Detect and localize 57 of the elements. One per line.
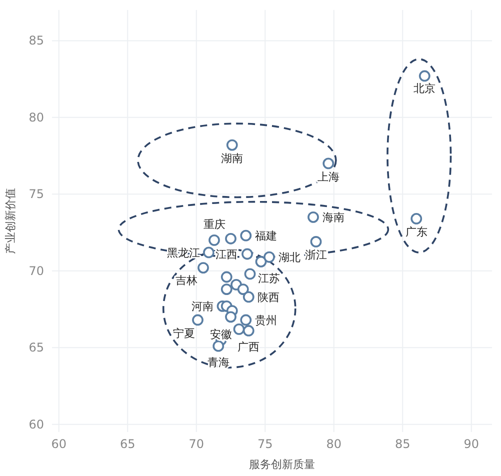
y-tick-label: 70 xyxy=(28,264,44,278)
point xyxy=(322,158,334,170)
point xyxy=(226,139,238,151)
point xyxy=(233,323,245,335)
point xyxy=(240,314,252,326)
annotation: 福建 xyxy=(254,230,277,243)
point xyxy=(244,268,256,280)
point xyxy=(410,213,422,224)
x-tick-label: 60 xyxy=(51,437,67,451)
point xyxy=(242,325,254,336)
x-tick-label: 65 xyxy=(120,437,136,451)
annotation: 江苏 xyxy=(258,272,280,285)
y-tick-label: 85 xyxy=(28,34,44,48)
point xyxy=(237,284,249,295)
point xyxy=(225,232,236,244)
annotation: 江西 xyxy=(215,248,238,261)
x-tick-label: 85 xyxy=(394,437,410,451)
point xyxy=(255,256,267,268)
point xyxy=(203,246,214,258)
x-tick-label: 90 xyxy=(464,437,480,451)
y-tick-label: 75 xyxy=(28,187,44,202)
y-axis-title: 产业创新价值 xyxy=(4,188,17,254)
y-tick-label: 60 xyxy=(28,417,44,432)
annotation: 广东 xyxy=(405,226,428,239)
point xyxy=(264,251,275,263)
annotation: 青海 xyxy=(207,356,230,370)
point xyxy=(242,291,254,303)
point xyxy=(212,340,224,352)
x-axis-title: 服务创新质量 xyxy=(249,458,315,471)
point xyxy=(208,234,220,246)
annotation: 陕西 xyxy=(258,290,280,304)
point xyxy=(192,314,204,326)
point xyxy=(198,262,209,274)
annotation: 北京 xyxy=(414,82,436,95)
point xyxy=(220,271,232,283)
point xyxy=(310,236,322,248)
annotation: 吉林 xyxy=(175,274,198,287)
point xyxy=(225,311,236,323)
y-tick-label: 80 xyxy=(28,110,44,124)
point xyxy=(240,230,252,242)
annotation: 宁夏 xyxy=(172,326,195,340)
point xyxy=(418,70,430,82)
annotation: 贵州 xyxy=(254,314,277,327)
x-tick-label: 80 xyxy=(326,437,342,451)
annotation: 上海 xyxy=(317,170,340,184)
point xyxy=(220,284,232,295)
annotation: 广西 xyxy=(238,340,260,354)
annotation: 安徽 xyxy=(210,328,232,341)
annotation: 海南 xyxy=(322,211,344,224)
x-tick-label: 75 xyxy=(257,437,273,451)
point xyxy=(308,211,319,223)
x-tick-label: 70 xyxy=(188,437,204,451)
point xyxy=(242,248,253,260)
y-tick-label: 65 xyxy=(28,340,44,355)
annotation: 湖南 xyxy=(221,152,244,166)
annotation: 河南 xyxy=(192,300,214,314)
annotation: 重庆 xyxy=(203,218,226,232)
